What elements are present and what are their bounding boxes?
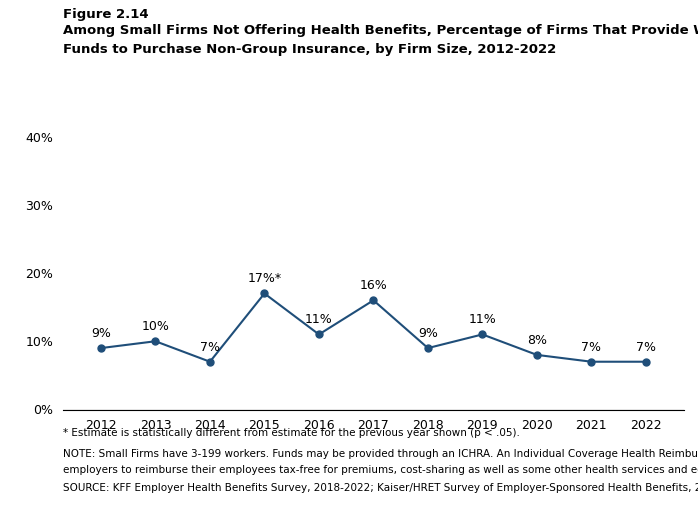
Text: NOTE: Small Firms have 3-199 workers. Funds may be provided through an ICHRA. An: NOTE: Small Firms have 3-199 workers. Fu…: [63, 449, 698, 459]
Text: * Estimate is statistically different from estimate for the previous year shown : * Estimate is statistically different fr…: [63, 428, 520, 438]
Text: 11%: 11%: [468, 313, 496, 326]
Text: 10%: 10%: [142, 320, 170, 333]
Text: Figure 2.14: Figure 2.14: [63, 8, 149, 21]
Text: 7%: 7%: [636, 341, 656, 353]
Text: 16%: 16%: [359, 279, 387, 292]
Text: employers to reimburse their employees tax-free for premiums, cost-sharing as we: employers to reimburse their employees t…: [63, 465, 698, 475]
Text: 17%*: 17%*: [247, 272, 281, 285]
Text: 9%: 9%: [91, 327, 111, 340]
Text: 11%: 11%: [305, 313, 333, 326]
Text: 7%: 7%: [581, 341, 602, 353]
Text: 7%: 7%: [200, 341, 220, 353]
Text: SOURCE: KFF Employer Health Benefits Survey, 2018-2022; Kaiser/HRET Survey of Em: SOURCE: KFF Employer Health Benefits Sur…: [63, 483, 698, 493]
Text: 9%: 9%: [418, 327, 438, 340]
Text: 8%: 8%: [527, 334, 547, 346]
Text: Among Small Firms Not Offering Health Benefits, Percentage of Firms That Provide: Among Small Firms Not Offering Health Be…: [63, 24, 698, 37]
Text: Funds to Purchase Non-Group Insurance, by Firm Size, 2012-2022: Funds to Purchase Non-Group Insurance, b…: [63, 43, 556, 56]
